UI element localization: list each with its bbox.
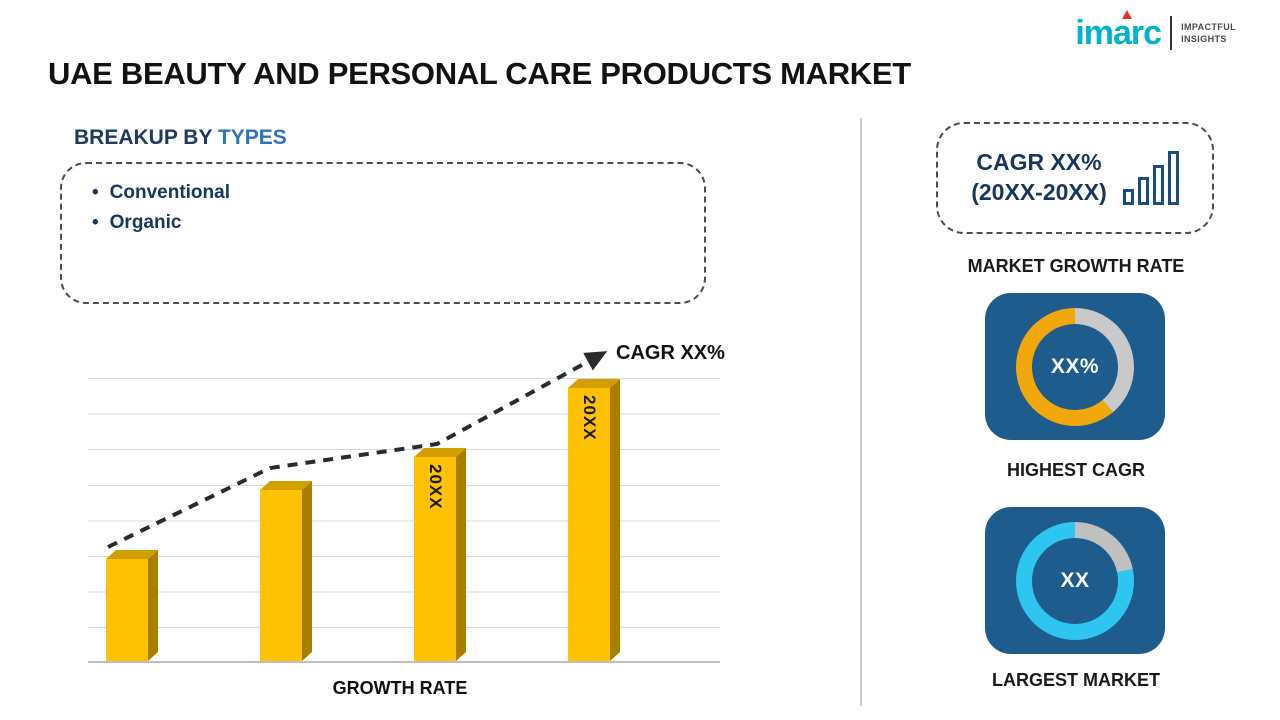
bar-front-face [568, 388, 610, 661]
donut-chart-largest-market: XX [1016, 521, 1134, 640]
imarc-logo: imarc IMPACTFUL INSIGHTS [1075, 10, 1236, 52]
imarc-brand-text: imarc [1075, 14, 1162, 52]
bar-front-face [106, 559, 148, 661]
bar-1 [106, 550, 158, 661]
largest-market-card: XX [985, 507, 1165, 654]
bar-side-face [302, 481, 312, 661]
bar-top-face [106, 550, 158, 559]
largest-market-value: XX [1032, 537, 1118, 624]
list-item-organic: Organic [92, 208, 704, 238]
logo-divider [1170, 16, 1173, 50]
breakup-heading-highlight: TYPES [217, 126, 287, 149]
cagr-period-box: CAGR XX% (20XX-20XX) [936, 122, 1214, 234]
bar-side-face [456, 448, 466, 661]
cagr-line2: (20XX-20XX) [971, 179, 1107, 205]
breakup-heading: BREAKUP BY TYPES [74, 126, 287, 150]
breakup-types-list: Conventional Organic [62, 178, 704, 238]
largest-market-label: LARGEST MARKET [992, 670, 1160, 690]
cagr-annotation: CAGR XX% [616, 342, 725, 364]
vertical-divider [860, 118, 862, 706]
bar-2 [260, 481, 312, 661]
breakup-types-box: Conventional Organic [60, 162, 706, 304]
chart-plot-area: 20XX 20XX [88, 378, 720, 663]
bar-4: 20XX [568, 379, 620, 661]
bar-top-face [568, 379, 620, 388]
chart-x-axis-label: GROWTH RATE [332, 678, 468, 698]
bar-top-face [414, 448, 466, 457]
highest-cagr-value: XX% [1032, 323, 1118, 410]
market-growth-rate-label: MARKET GROWTH RATE [967, 256, 1185, 276]
list-item-conventional: Conventional [92, 178, 704, 208]
bar-label: 20XX [580, 395, 599, 441]
cagr-period-text: CAGR XX% (20XX-20XX) [971, 148, 1107, 208]
bar-label: 20XX [426, 464, 445, 510]
breakup-heading-prefix: BREAKUP BY [74, 126, 218, 149]
bar-front-face [260, 490, 302, 661]
bar-chart-icon [1122, 151, 1179, 205]
highest-cagr-label: HIGHEST CAGR [1006, 460, 1145, 480]
logo-tagline-line1: IMPACTFUL [1181, 21, 1236, 32]
highest-cagr-card: XX% [985, 293, 1165, 440]
logo-tagline-line2: INSIGHTS [1181, 34, 1227, 44]
bar-top-face [260, 481, 312, 490]
cagr-line1: CAGR XX% [976, 149, 1102, 176]
bar-front-face [414, 457, 456, 661]
bar-side-face [148, 550, 158, 661]
page-title: UAE BEAUTY AND PERSONAL CARE PRODUCTS MA… [48, 56, 911, 91]
bar-side-face [610, 379, 620, 661]
bar-3: 20XX [414, 448, 466, 661]
growth-rate-bar-chart: 20XX 20XX [70, 340, 730, 702]
donut-chart-highest-cagr: XX% [1016, 307, 1134, 426]
logo-tagline: IMPACTFUL INSIGHTS [1181, 21, 1236, 45]
imarc-logo-red-flag-icon [1121, 10, 1132, 19]
imarc-logo-wordmark: imarc [1075, 10, 1162, 52]
trend-arrow [107, 351, 608, 549]
